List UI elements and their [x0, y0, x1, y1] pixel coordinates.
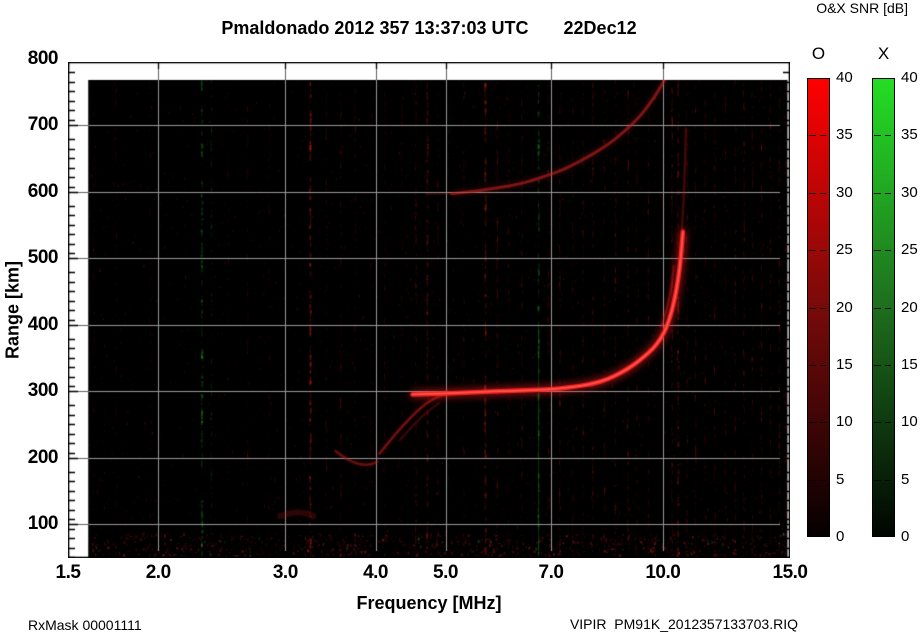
colorbar-x-tickmark	[885, 193, 891, 194]
colorbar-o-tick-40: 40	[836, 69, 853, 86]
rxmask-text: RxMask 00001111	[28, 617, 142, 633]
x-axis-tick-4.0: 4.0	[363, 562, 388, 583]
colorbar-x-tickmark	[885, 422, 891, 423]
colorbar-o-tickmark	[809, 135, 816, 136]
colorbar-x-tickmark	[874, 250, 881, 251]
colorbar-x-tick-0: 0	[901, 528, 910, 545]
x-axis-title: Frequency [MHz]	[356, 593, 502, 613]
colorbar-o-tick-25: 25	[836, 241, 853, 259]
y-axis-tick-600: 600	[27, 180, 59, 202]
y-axis-tick-700: 700	[27, 114, 59, 136]
colorbar-o-tickmark	[809, 250, 816, 251]
colorbar-o-tickmark	[809, 480, 816, 481]
x-axis-tick-1.5: 1.5	[55, 562, 81, 583]
x-axis-tick-10.0: 10.0	[645, 562, 681, 583]
x-axis-tick-2.0: 2.0	[145, 562, 171, 583]
colorbar-x-tickmark	[885, 135, 891, 136]
colorbar-o-tick-10: 10	[836, 413, 853, 431]
colorbar-o-tickmark	[820, 365, 826, 366]
y-axis-tick-300: 300	[27, 380, 59, 402]
colorbar-x-tick-30: 30	[901, 183, 918, 201]
colorbar-x-tick-35: 35	[901, 126, 918, 144]
datafile-text: VIPIR PM91K_2012357133703.RIQ	[569, 616, 798, 632]
colorbar-o-tickmark	[809, 365, 816, 366]
colorbar-x-tickmark	[874, 480, 881, 481]
colorbar-o-tick-20: 20	[836, 298, 853, 316]
y-axis-tick-200: 200	[27, 446, 59, 468]
colorbar-x-tick-10: 10	[901, 413, 918, 431]
colorbar-o-tickmark	[809, 308, 816, 309]
colorbar-o-tick-35: 35	[836, 126, 853, 144]
page-title: Pmaldonado 2012 357 13:37:03 UTC 22Dec12	[221, 18, 637, 38]
y-axis-tick-800: 800	[27, 47, 59, 69]
colorbar-x-tickmark	[874, 422, 881, 423]
colorbar-o-tickmark	[820, 135, 826, 136]
colorbar-x-tick-25: 25	[901, 241, 918, 259]
x-axis-tick-15.0: 15.0	[772, 562, 808, 583]
colorbar-o-tickmark	[820, 193, 826, 194]
ionogram-canvas	[68, 62, 790, 558]
colorbar-x-tickmark	[874, 308, 881, 309]
colorbar-o-tickmark	[820, 308, 826, 309]
colorbar-x-label: X	[877, 44, 890, 63]
x-axis-tick-7.0: 7.0	[538, 562, 564, 583]
y-axis-tick-100: 100	[27, 513, 59, 535]
colorbar-x-tickmark	[885, 308, 891, 309]
colorbar-x-tickmark	[874, 365, 881, 366]
colorbar-o-tickmark	[820, 250, 826, 251]
snr-colorbar-title: O&X SNR [dB]	[816, 0, 908, 16]
colorbar-o-tick-15: 15	[836, 355, 853, 373]
colorbar-o-tick-0: 0	[836, 528, 845, 545]
colorbar-x-tickmark	[874, 193, 881, 194]
y-axis-tick-500: 500	[27, 247, 59, 269]
x-axis-tick-3.0: 3.0	[272, 562, 298, 583]
colorbar-x-tickmark	[885, 480, 891, 481]
colorbar-o-tick-5: 5	[836, 470, 845, 488]
colorbar-o-tickmark	[820, 422, 826, 423]
colorbar-o-tickmark	[820, 480, 826, 481]
colorbar-x-tickmark	[885, 365, 891, 366]
colorbar-o-tick-30: 30	[836, 183, 853, 201]
x-axis-tick-5.0: 5.0	[433, 562, 458, 583]
colorbar-x-tickmark	[874, 135, 881, 136]
colorbar-x-tick-40: 40	[901, 69, 918, 86]
colorbar-x-tickmark	[885, 250, 891, 251]
y-axis-tick-400: 400	[27, 313, 59, 335]
colorbar-x-tick-15: 15	[901, 355, 918, 373]
y-axis-title: Range [km]	[2, 260, 23, 360]
colorbar-o-tickmark	[809, 193, 816, 194]
colorbar-x-tick-20: 20	[901, 298, 918, 316]
colorbar-x-tick-5: 5	[901, 470, 910, 488]
colorbar-o-label: O	[811, 44, 826, 63]
colorbar-o-tickmark	[809, 422, 816, 423]
